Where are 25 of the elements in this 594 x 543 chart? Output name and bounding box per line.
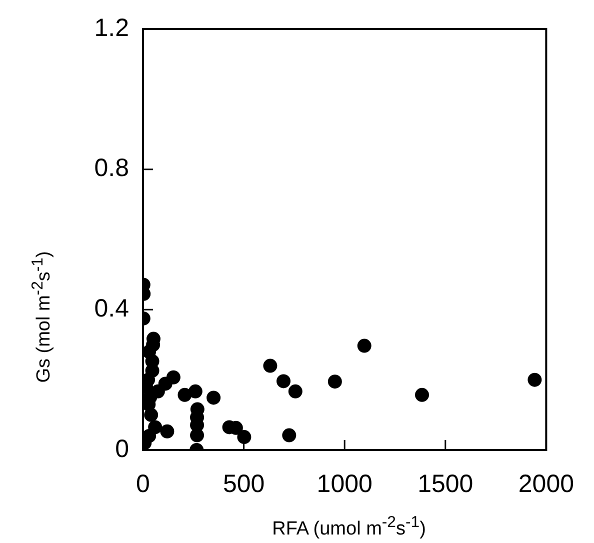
x-axis-title: RFA (umol m$^{-2}$s$^{-1}$): [272, 514, 426, 540]
point: [528, 372, 542, 387]
x-tick-label: 0: [136, 470, 150, 498]
point: [415, 388, 430, 402]
point: [357, 338, 372, 353]
point: [143, 344, 156, 359]
x-tick-label: 1500: [418, 470, 474, 498]
x-tick-label: 2000: [518, 470, 574, 498]
point: [160, 424, 174, 438]
point: [237, 430, 252, 444]
point: [144, 408, 158, 422]
y-tick-label: 0.8: [94, 154, 129, 182]
point: [263, 358, 278, 373]
point: [282, 428, 296, 442]
x-tick-label: 500: [222, 470, 265, 498]
point: [288, 384, 302, 398]
point: [328, 374, 342, 389]
point: [178, 388, 192, 402]
x-tick-label: 1000: [316, 470, 372, 498]
point: [188, 384, 202, 398]
point: [206, 390, 221, 405]
point: [276, 374, 291, 388]
y-tick-label: 0: [115, 434, 129, 463]
y-tick-label: 1.2: [94, 14, 129, 42]
y-tick-label: 0.4: [94, 294, 130, 323]
